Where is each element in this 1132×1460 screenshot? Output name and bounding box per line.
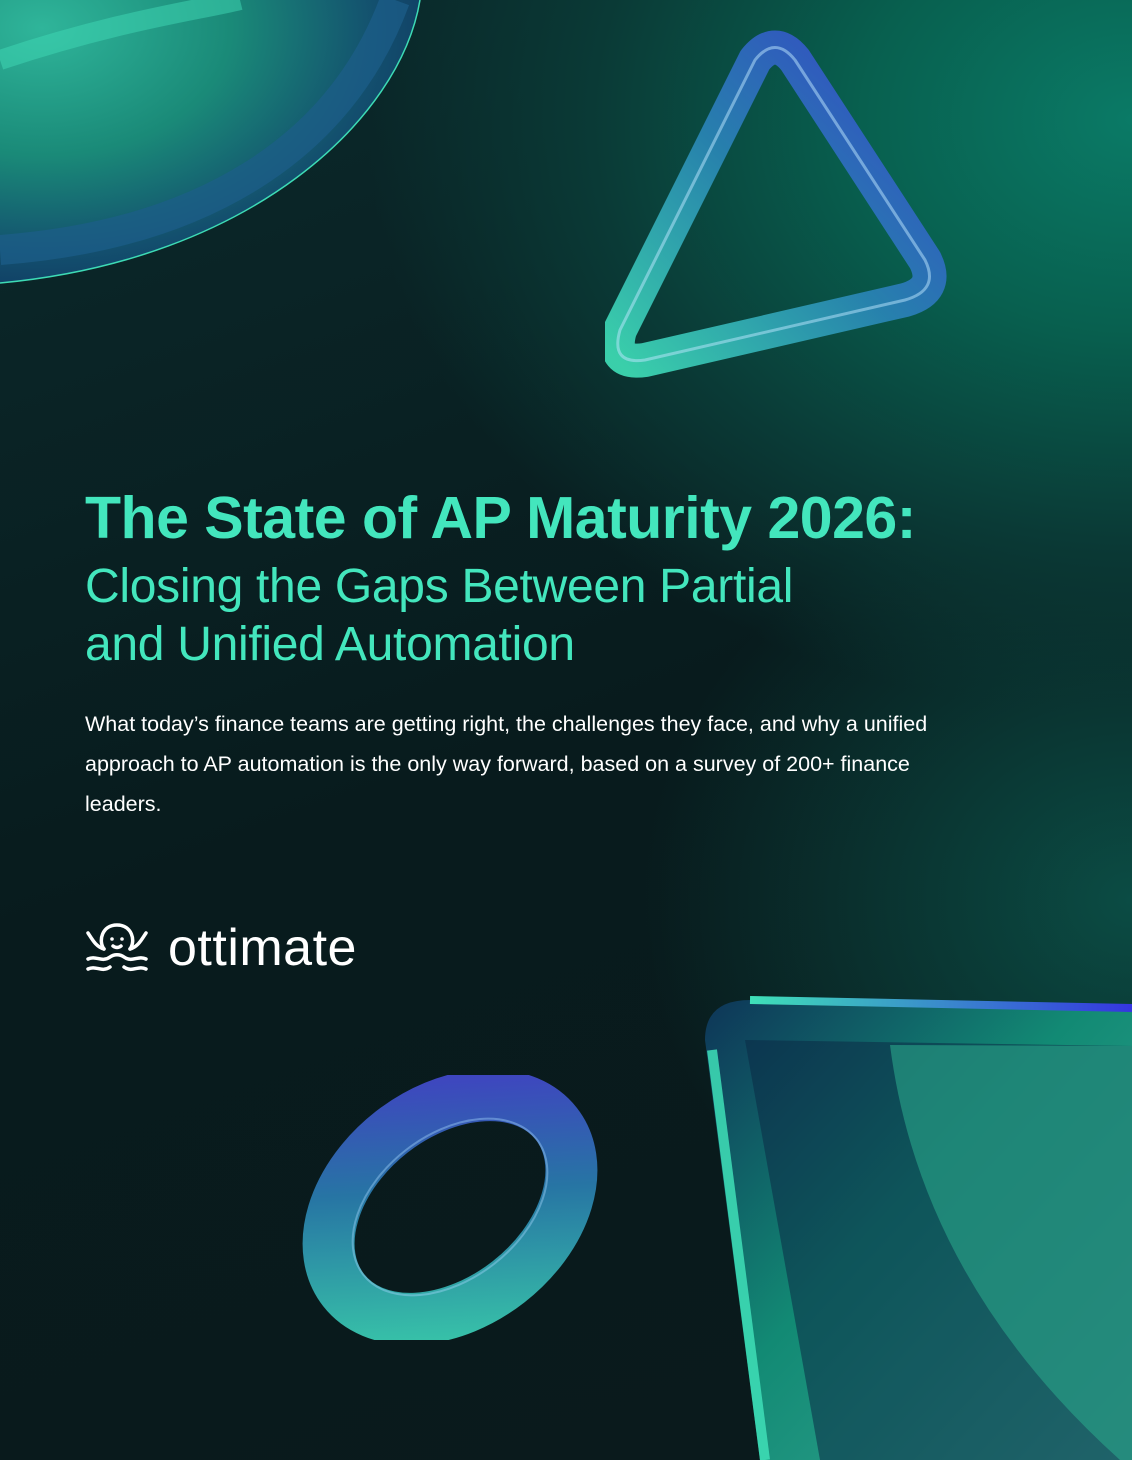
subtitle-line-2: and Unified Automation	[85, 618, 575, 671]
cover-content: The State of AP Maturity 2026: Closing t…	[85, 486, 985, 846]
brand-name: ottimate	[168, 919, 357, 977]
glass-sphere-shape	[0, 0, 421, 284]
document-title: The State of AP Maturity 2026:	[85, 485, 916, 551]
glass-torus-shape	[302, 1075, 598, 1340]
document-subtitle: Closing the Gaps Between Partial and Uni…	[85, 558, 985, 674]
glass-panel-shape	[705, 996, 1132, 1460]
subtitle-line-1: Closing the Gaps Between Partial	[85, 560, 794, 613]
brand-logo: ottimate	[84, 918, 357, 978]
document-description: What today’s finance teams are getting r…	[85, 712, 928, 816]
glass-triangle-shape	[605, 30, 947, 378]
octopus-icon	[86, 923, 148, 972]
